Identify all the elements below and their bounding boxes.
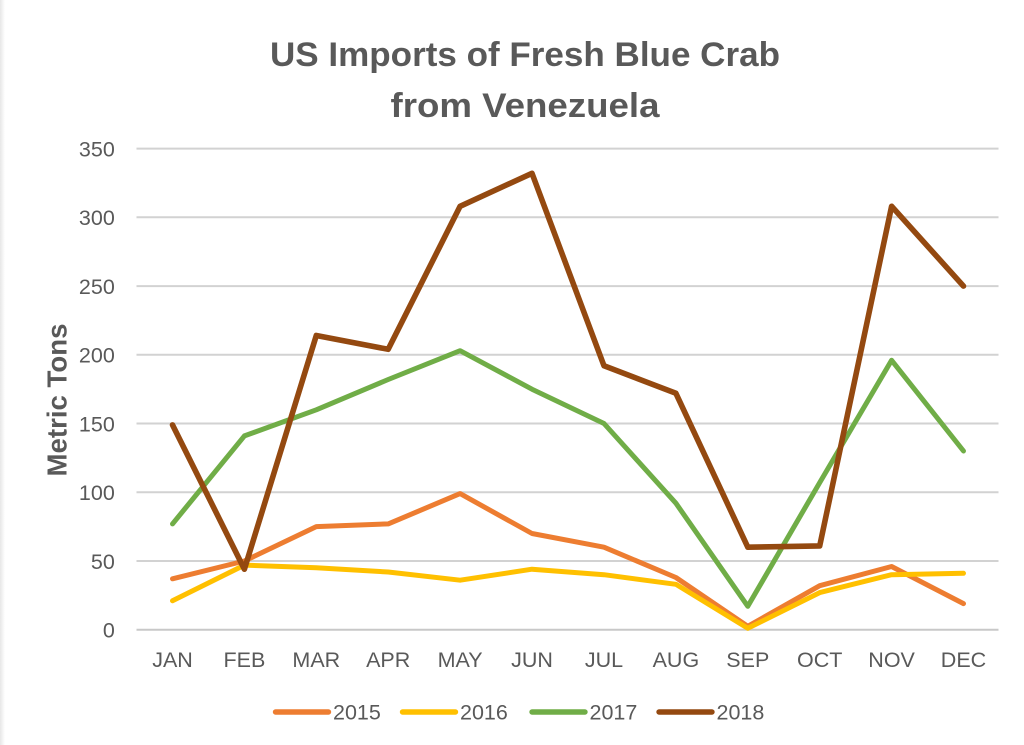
svg-text:APR: APR — [366, 648, 410, 672]
svg-text:50: 50 — [91, 550, 115, 574]
svg-text:300: 300 — [79, 206, 115, 230]
svg-text:SEP: SEP — [726, 648, 769, 672]
svg-text:OCT: OCT — [797, 648, 842, 672]
svg-text:150: 150 — [79, 412, 115, 436]
svg-text:MAR: MAR — [292, 648, 340, 672]
svg-text:0: 0 — [103, 619, 115, 643]
svg-text:JUN: JUN — [511, 648, 553, 672]
svg-text:from Venezuela: from Venezuela — [391, 87, 661, 125]
svg-text:350: 350 — [79, 138, 115, 162]
svg-text:JAN: JAN — [152, 648, 193, 672]
svg-text:Metric Tons: Metric Tons — [41, 324, 72, 477]
svg-text:MAY: MAY — [438, 648, 483, 672]
svg-text:250: 250 — [79, 275, 115, 299]
svg-text:200: 200 — [79, 344, 115, 368]
svg-text:2017: 2017 — [590, 701, 638, 725]
svg-text:FEB: FEB — [223, 648, 265, 672]
svg-text:NOV: NOV — [868, 648, 915, 672]
svg-text:2016: 2016 — [460, 701, 508, 725]
svg-text:100: 100 — [79, 481, 115, 505]
svg-text:DEC: DEC — [941, 648, 986, 672]
svg-text:2018: 2018 — [717, 701, 765, 725]
svg-text:2015: 2015 — [333, 701, 381, 725]
svg-text:AUG: AUG — [653, 648, 700, 672]
svg-text:JUL: JUL — [585, 648, 623, 672]
svg-text:US Imports of Fresh Blue Crab: US Imports of Fresh Blue Crab — [270, 36, 780, 74]
